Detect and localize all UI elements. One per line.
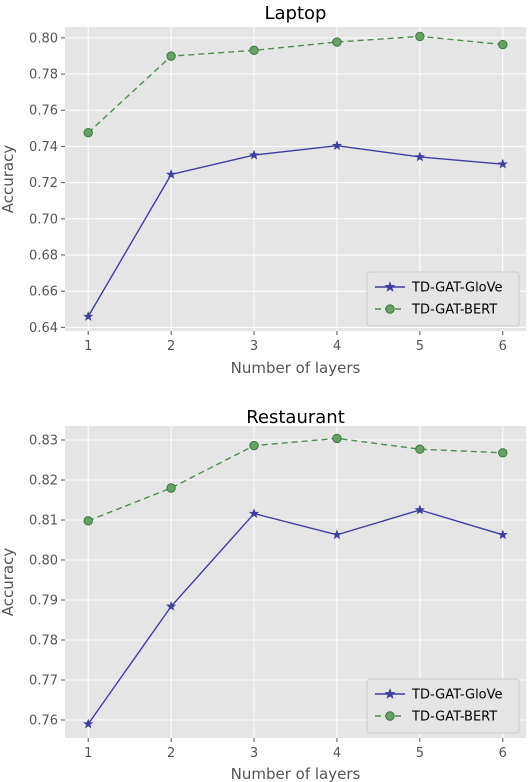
x-tick-label: 4: [333, 746, 341, 761]
data-point: [498, 39, 508, 50]
y-tick-label: 0.77: [29, 674, 58, 689]
legend-item: TD-GAT-BERT: [375, 710, 497, 725]
x-tick-label: 1: [84, 339, 92, 354]
y-tick-label: 0.83: [29, 434, 58, 449]
legend-item: TD-GAT-GloVe: [375, 281, 503, 296]
x-tick-label: 5: [416, 746, 424, 761]
data-point: [414, 151, 425, 162]
gridlines: [65, 27, 526, 331]
legend: TD-GAT-GloVe TD-GAT-BERT: [366, 678, 520, 734]
legend-box: [366, 271, 520, 327]
data-point: [248, 149, 260, 160]
y-axis-label: Accuracy: [0, 548, 17, 617]
data-point: [415, 444, 425, 454]
data-point: [248, 508, 260, 518]
y-axis-label: Accuracy: [0, 145, 17, 214]
legend-marker: [385, 304, 395, 314]
chart-title: Laptop: [265, 3, 327, 24]
series-td-gat-bert: [83, 433, 508, 526]
data-point: [83, 127, 93, 138]
data-point: [415, 31, 425, 42]
chart-restaurant: Restaurant Number of layers Accuracy 0.7…: [0, 407, 526, 782]
y-tick-label: 0.79: [29, 594, 58, 609]
y-tick-label: 0.80: [29, 31, 58, 46]
legend: TD-GAT-GloVe TD-GAT-BERT: [366, 271, 520, 327]
y-tick-label: 0.78: [29, 634, 58, 649]
data-point: [332, 433, 342, 444]
data-point: [497, 529, 508, 540]
y-tick-label: 0.80: [29, 554, 58, 569]
series-line: [87, 144, 503, 317]
data-point: [83, 516, 93, 526]
series-td-gat-glove: [83, 504, 508, 729]
y-tick-label: 0.68: [29, 249, 58, 264]
legend-marker: [385, 711, 395, 721]
series-line: [87, 437, 503, 522]
x-tick-label: 5: [416, 339, 424, 354]
data-point: [331, 529, 343, 540]
x-tick-label: 6: [499, 339, 507, 354]
legend-marker: [384, 281, 396, 292]
legend-item: TD-GAT-BERT: [375, 303, 497, 318]
legend-label: TD-GAT-GloVe: [411, 688, 503, 703]
x-tick-label: 3: [250, 746, 258, 761]
y-tick-label: 0.76: [29, 714, 58, 729]
legend-item: TD-GAT-GloVe: [375, 688, 503, 703]
data-point: [497, 158, 508, 169]
legend-label: TD-GAT-BERT: [411, 303, 497, 318]
y-tick-label: 0.81: [29, 514, 58, 529]
data-point: [414, 504, 425, 515]
data-point: [166, 601, 177, 611]
y-tick-label: 0.82: [29, 474, 58, 489]
series-line: [87, 35, 503, 134]
x-axis-label: Number of layers: [231, 765, 361, 782]
legend-label: TD-GAT-GloVe: [411, 281, 503, 296]
data-point: [498, 448, 508, 458]
data-point: [249, 440, 259, 451]
legend-box: [366, 678, 520, 734]
data-point: [166, 169, 177, 179]
data-point: [249, 45, 259, 56]
y-tick-label: 0.64: [29, 321, 58, 336]
x-tick-label: 4: [333, 339, 341, 354]
x-tick-label: 3: [250, 339, 258, 354]
x-axis-label: Number of layers: [231, 359, 361, 377]
series-td-gat-bert: [83, 31, 508, 138]
x-tick-label: 6: [499, 746, 507, 761]
y-tick-label: 0.66: [29, 285, 58, 300]
legend-marker: [384, 688, 396, 699]
x-tick-label: 1: [84, 746, 92, 761]
y-tick-label: 0.70: [29, 212, 58, 227]
y-tick-label: 0.74: [29, 140, 58, 155]
data-point: [166, 483, 176, 493]
data-point: [83, 718, 94, 729]
x-tick-label: 2: [167, 746, 175, 761]
y-tick-label: 0.76: [29, 104, 58, 119]
series-td-gat-glove: [83, 140, 508, 321]
data-point: [166, 51, 176, 61]
data-point: [331, 140, 343, 151]
data-point: [332, 37, 342, 47]
y-tick-label: 0.72: [29, 176, 58, 191]
legend-label: TD-GAT-BERT: [411, 710, 497, 725]
chart-laptop: Laptop Number of layers Accuracy 0.64 0.6…: [0, 3, 526, 377]
x-tick-label: 2: [167, 339, 175, 354]
series-line: [87, 509, 503, 725]
chart-title: Restaurant: [246, 407, 345, 428]
data-point: [83, 311, 94, 321]
y-tick-label: 0.78: [29, 68, 58, 83]
